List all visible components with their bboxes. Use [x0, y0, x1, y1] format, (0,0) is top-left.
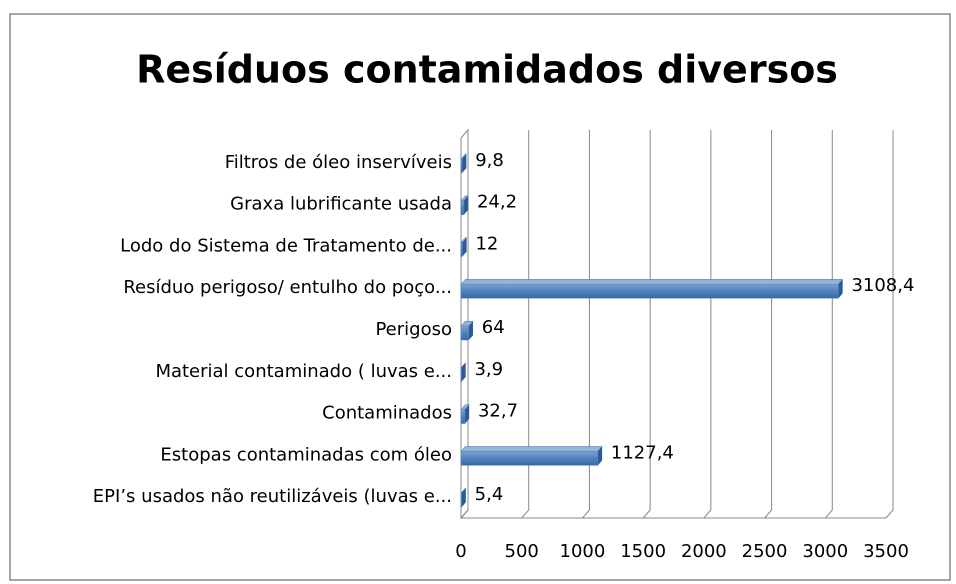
floor-grid-line: [642, 509, 651, 519]
bar: [460, 283, 839, 299]
bar-end: [462, 237, 467, 257]
x-tick-label: 1000: [560, 541, 606, 562]
data-label: 1127,4: [611, 442, 674, 463]
bar-end: [838, 279, 843, 299]
data-label: 5,4: [475, 484, 504, 505]
bar: [460, 409, 466, 424]
bar-end: [461, 362, 466, 382]
data-label: 9,8: [475, 150, 504, 171]
bar-end: [597, 446, 603, 466]
floor-grid-line: [824, 509, 833, 519]
bar-end: [464, 404, 470, 424]
data-label: 32,7: [478, 401, 518, 422]
floor-grid-line: [521, 509, 530, 519]
data-label: 3108,4: [851, 275, 914, 296]
floor-grid-line: [885, 509, 894, 519]
x-tick-label: 0: [455, 541, 466, 562]
bar-end: [463, 195, 469, 215]
y-tick-label: Lodo do Sistema de Tratamento de...: [120, 235, 452, 256]
bar: [460, 158, 463, 174]
y-tick-label: EPI’s usados não reutilizáveis (luvas e.…: [93, 486, 452, 507]
bar: [460, 492, 462, 508]
bar: [460, 325, 470, 341]
x-tick-label: 2000: [681, 541, 727, 562]
y-tick-label: Graxa lubrificante usada: [230, 194, 452, 215]
data-label: 12: [475, 233, 498, 254]
floor-grid-line: [460, 509, 469, 519]
bar: [460, 242, 463, 257]
data-label: 3,9: [474, 359, 503, 380]
x-tick-label: 1500: [620, 541, 666, 562]
y-tick-label: Filtros de óleo inservíveis: [225, 152, 452, 173]
x-tick-label: 2500: [742, 541, 788, 562]
data-label: 24,2: [477, 192, 517, 213]
data-label: 64: [482, 317, 505, 338]
bar-end: [461, 488, 466, 508]
y-tick-label: Resíduo perigoso/ entulho do poço...: [123, 277, 452, 298]
x-tick-label: 3000: [802, 541, 848, 562]
floor-grid-line: [703, 509, 712, 519]
bar-end: [462, 154, 467, 173]
x-tick-label: 3500: [863, 541, 909, 562]
y-tick-label: Perigoso: [375, 319, 452, 340]
bar-top: [460, 446, 603, 452]
x-tick-label: 500: [505, 541, 539, 562]
floor-grid-line: [764, 509, 772, 519]
bar: [460, 200, 465, 215]
floor-grid-line: [582, 509, 590, 519]
y-tick-label: Contaminados: [322, 403, 452, 424]
y-tick-label: Estopas contaminadas com óleo: [160, 444, 452, 465]
bar-top: [460, 279, 844, 285]
chart-title: Resíduos contamidados diversos: [136, 48, 838, 92]
y-tick-label: Material contaminado ( luvas e...: [155, 361, 452, 382]
bar: [460, 451, 599, 466]
bar-end: [468, 321, 473, 340]
